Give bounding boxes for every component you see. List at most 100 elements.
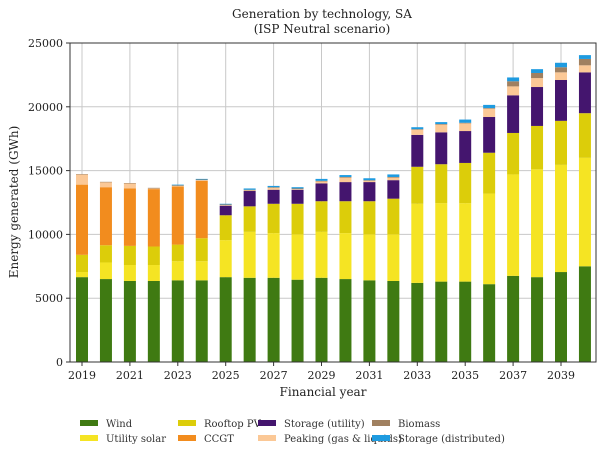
bar-segment-utility-solar-2032 — [387, 234, 400, 281]
legend-label: CCGT — [204, 434, 234, 445]
legend-label: Storage (utility) — [284, 419, 365, 430]
bar-segment-utility-solar-2036 — [483, 193, 496, 285]
bar-segment-wind-2025 — [219, 277, 232, 362]
bar-segment-storage-distributed-2023 — [171, 184, 184, 186]
bar-segment-storage-utility-2030 — [339, 182, 352, 202]
bar-segment-utility-solar-2030 — [339, 233, 352, 280]
bar-segment-biomass-2034 — [435, 124, 448, 125]
bar-segment-peaking-gas-liquids-2040 — [578, 65, 591, 73]
bar-segment-utility-solar-2040 — [578, 157, 591, 267]
y-tick-label: 5000 — [35, 292, 63, 305]
bar-segment-biomass-2040 — [578, 58, 591, 66]
axes: 0 5000 10000 15000 20000 25000 2019 2021 2023 202… — [28, 37, 597, 382]
bar-segment-wind-2020 — [99, 279, 112, 362]
bar-segment-wind-2033 — [411, 282, 424, 362]
bar-segment-rooftop-pv-2027 — [267, 203, 280, 234]
bar-segment-storage-utility-2029 — [315, 183, 328, 202]
bar-segment-storage-distributed-2032 — [387, 174, 400, 177]
bar-segment-wind-2035 — [459, 281, 472, 362]
bar-segment-peaking-gas-liquids-2037 — [507, 86, 520, 96]
bar-segment-wind-2021 — [123, 280, 136, 362]
bar-segment-peaking-gas-liquids-2033 — [411, 129, 424, 135]
bar-segment-peaking-gas-liquids-2029 — [315, 181, 328, 184]
bar-segment-biomass-2020 — [99, 181, 112, 183]
bar-segment-storage-distributed-2027 — [267, 185, 280, 188]
bar-segment-utility-solar-2022 — [147, 265, 160, 281]
bar-segment-storage-distributed-2030 — [339, 175, 352, 177]
bar-segment-peaking-gas-liquids-2020 — [99, 182, 112, 188]
bar-segment-rooftop-pv-2024 — [195, 238, 208, 262]
bar-segment-utility-solar-2021 — [123, 265, 136, 281]
bar-segment-utility-solar-2019 — [76, 272, 88, 278]
bar-segment-biomass-2023 — [171, 185, 184, 186]
x-tick-label: 2021 — [116, 369, 144, 382]
bar-segment-biomass-2024 — [195, 179, 208, 181]
bar-segment-biomass-2027 — [267, 187, 280, 188]
bar-segment-rooftop-pv-2025 — [219, 215, 232, 241]
bar-segment-wind-2034 — [435, 281, 448, 362]
bar-segment-wind-2026 — [243, 277, 256, 362]
bar-segment-storage-utility-2040 — [578, 72, 591, 114]
bar-segment-rooftop-pv-2036 — [483, 152, 496, 194]
bar-segment-storage-utility-2026 — [243, 191, 256, 207]
legend-swatch — [80, 435, 98, 441]
bar-segment-peaking-gas-liquids-2026 — [243, 190, 256, 192]
bar-segment-storage-distributed-2026 — [243, 188, 256, 190]
bar-segment-storage-distributed-2028 — [291, 187, 304, 189]
bar-segment-storage-distributed-2025 — [219, 203, 232, 205]
bar-segment-ccgt-2024 — [195, 180, 208, 239]
bar-segment-rooftop-pv-2021 — [123, 245, 136, 266]
bar-segment-rooftop-pv-2023 — [171, 244, 184, 262]
bar-segment-rooftop-pv-2022 — [147, 246, 160, 266]
bar-segment-storage-utility-2033 — [411, 134, 424, 167]
bar-segment-wind-2038 — [531, 277, 544, 362]
bar-segment-biomass-2037 — [507, 81, 520, 87]
bar-segment-utility-solar-2020 — [99, 262, 112, 280]
x-tick-label: 2039 — [547, 369, 575, 382]
bar-segment-rooftop-pv-2029 — [315, 201, 328, 232]
legend-swatch — [80, 420, 98, 426]
bar-segment-peaking-gas-liquids-2035 — [459, 123, 472, 132]
bar-segment-storage-utility-2039 — [555, 80, 567, 121]
legend-swatch — [258, 420, 276, 426]
bar-segment-biomass-2039 — [555, 67, 567, 73]
bar-segment-peaking-gas-liquids-2028 — [291, 189, 304, 190]
bar-segment-rooftop-pv-2028 — [291, 203, 304, 235]
bar-segment-wind-2032 — [387, 280, 400, 362]
legend-swatch — [258, 435, 276, 441]
bar-segment-biomass-2028 — [291, 188, 304, 190]
bar-segment-storage-utility-2031 — [363, 182, 376, 202]
bar-segment-biomass-2022 — [147, 187, 160, 189]
bar-segment-peaking-gas-liquids-2038 — [531, 78, 544, 88]
bar-segment-utility-solar-2029 — [315, 231, 328, 278]
bar-segment-peaking-gas-liquids-2034 — [435, 124, 448, 133]
bar-segment-utility-solar-2023 — [171, 261, 184, 281]
bar-segment-utility-solar-2033 — [411, 203, 424, 283]
bar-segment-utility-solar-2027 — [267, 233, 280, 278]
legend-label: Peaking (gas & liquids) — [284, 434, 402, 445]
bar-segment-wind-2037 — [507, 275, 520, 362]
bar-segment-storage-distributed-2036 — [483, 104, 496, 109]
bar-segment-ccgt-2019 — [76, 184, 88, 255]
bar-segment-peaking-gas-liquids-2025 — [219, 205, 232, 206]
bar-segment-biomass-2030 — [339, 176, 352, 178]
bar-segment-biomass-2029 — [315, 180, 328, 182]
y-tick-label: 0 — [56, 356, 63, 369]
x-tick-label: 2027 — [260, 369, 288, 382]
bar-segment-rooftop-pv-2032 — [387, 198, 400, 235]
bar-segment-storage-utility-2038 — [531, 87, 544, 126]
bar-segment-biomass-2021 — [123, 183, 136, 184]
bar-segment-storage-distributed-2034 — [435, 122, 448, 125]
bar-segment-peaking-gas-liquids-2027 — [267, 187, 280, 190]
y-tick-label: 10000 — [28, 228, 63, 241]
bar-segment-peaking-gas-liquids-2019 — [76, 174, 88, 185]
bar-segment-rooftop-pv-2034 — [435, 164, 448, 204]
legend-label: Wind — [106, 419, 133, 430]
bar-segment-storage-distributed-2033 — [411, 127, 424, 130]
bar-segment-wind-2028 — [291, 279, 304, 362]
legend-swatch — [178, 420, 196, 426]
bar-segment-peaking-gas-liquids-2023 — [171, 185, 184, 187]
bar-segment-storage-distributed-2037 — [507, 77, 520, 82]
bar-segment-utility-solar-2024 — [195, 261, 208, 281]
bar-segment-peaking-gas-liquids-2021 — [123, 183, 136, 189]
